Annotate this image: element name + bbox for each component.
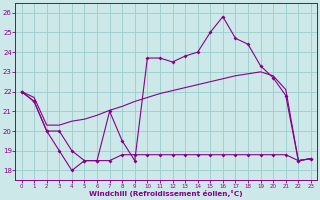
X-axis label: Windchill (Refroidissement éolien,°C): Windchill (Refroidissement éolien,°C) <box>89 190 243 197</box>
